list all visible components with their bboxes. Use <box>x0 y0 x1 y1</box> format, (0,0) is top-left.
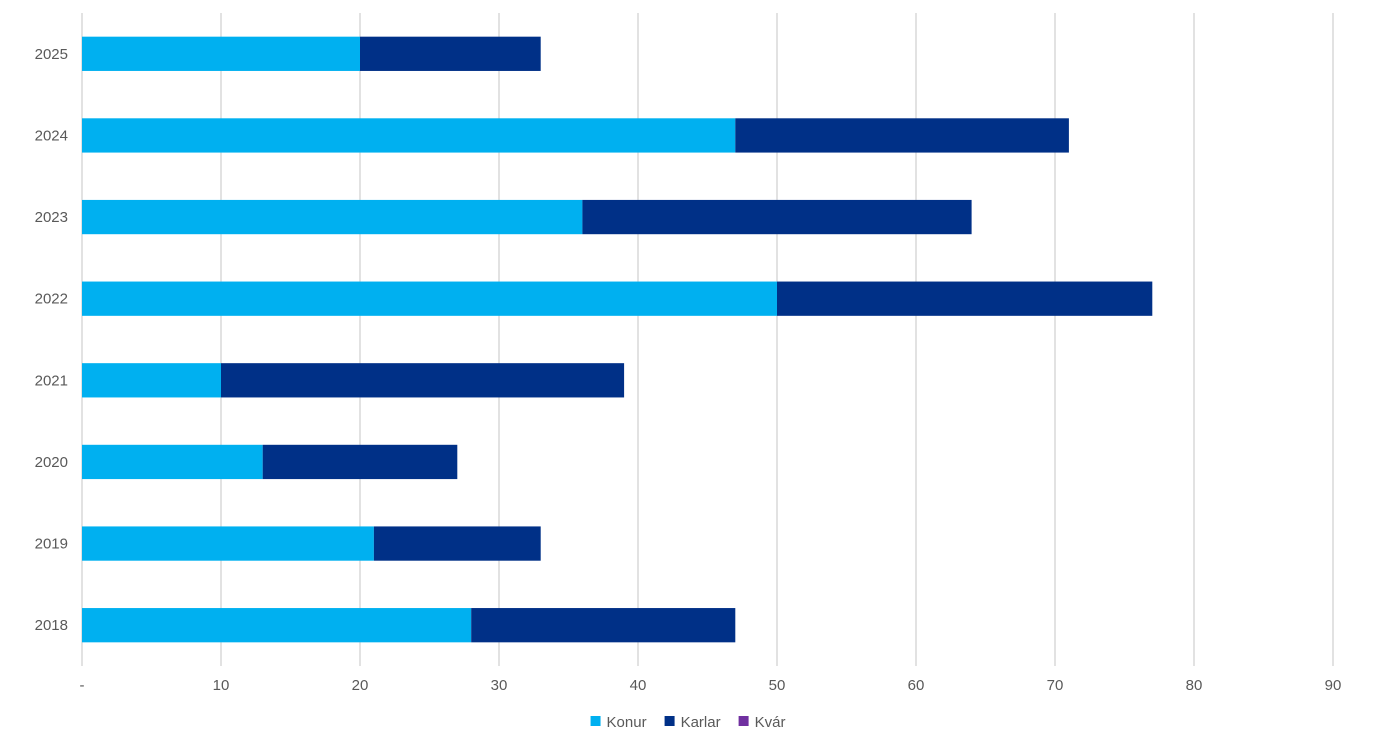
x-tick-label-30: 30 <box>491 677 508 694</box>
bar-konur-2020 <box>82 444 263 480</box>
bar-karlar-2020 <box>262 444 458 480</box>
bar-karlar-2022 <box>777 281 1153 316</box>
x-tick-label-0: - <box>80 677 85 694</box>
legend-swatch-konur <box>590 716 601 726</box>
axes: - 10 20 30 40 50 60 70 80 90 2025 2024 2023 2022 2021 2… <box>35 46 1342 694</box>
bar-konur-2018 <box>82 608 472 643</box>
gridlines <box>81 13 1334 666</box>
y-tick-label-2019: 2019 <box>35 536 68 553</box>
bar-karlar-2018 <box>471 608 736 643</box>
bar-karlar-2019 <box>373 526 541 561</box>
y-tick-label-2024: 2024 <box>35 127 68 144</box>
bar-konur-2025 <box>82 36 360 71</box>
bar-karlar-2021 <box>221 363 625 398</box>
legend: Konur Karlar Kvár <box>590 714 786 731</box>
x-tick-label-80: 80 <box>1186 677 1203 694</box>
x-tick-label-90: 90 <box>1325 677 1342 694</box>
bar-konur-2019 <box>82 526 374 561</box>
y-tick-label-2022: 2022 <box>35 291 68 308</box>
bars <box>82 36 1153 643</box>
x-tick-label-20: 20 <box>352 677 369 694</box>
bar-konur-2023 <box>82 199 583 235</box>
x-tick-label-10: 10 <box>213 677 230 694</box>
legend-swatch-kv-r <box>738 716 749 726</box>
y-tick-label-2025: 2025 <box>35 46 68 63</box>
x-tick-label-70: 70 <box>1047 677 1064 694</box>
legend-label-karlar: Karlar <box>681 714 721 731</box>
bar-konur-2022 <box>82 281 777 316</box>
y-tick-label-2023: 2023 <box>35 209 68 226</box>
legend-label-kv-r: Kvár <box>755 714 786 731</box>
x-tick-label-40: 40 <box>630 677 647 694</box>
bar-karlar-2023 <box>582 199 972 235</box>
y-tick-label-2020: 2020 <box>35 454 68 471</box>
bar-konur-2024 <box>82 118 736 153</box>
legend-swatch-karlar <box>664 716 675 726</box>
bar-karlar-2025 <box>360 36 541 71</box>
y-tick-label-2018: 2018 <box>35 617 68 634</box>
bar-karlar-2024 <box>735 118 1069 153</box>
x-tick-label-50: 50 <box>769 677 786 694</box>
legend-label-konur: Konur <box>607 714 647 731</box>
bar-konur-2021 <box>82 363 221 398</box>
y-tick-label-2021: 2021 <box>35 372 68 389</box>
x-tick-label-60: 60 <box>908 677 925 694</box>
